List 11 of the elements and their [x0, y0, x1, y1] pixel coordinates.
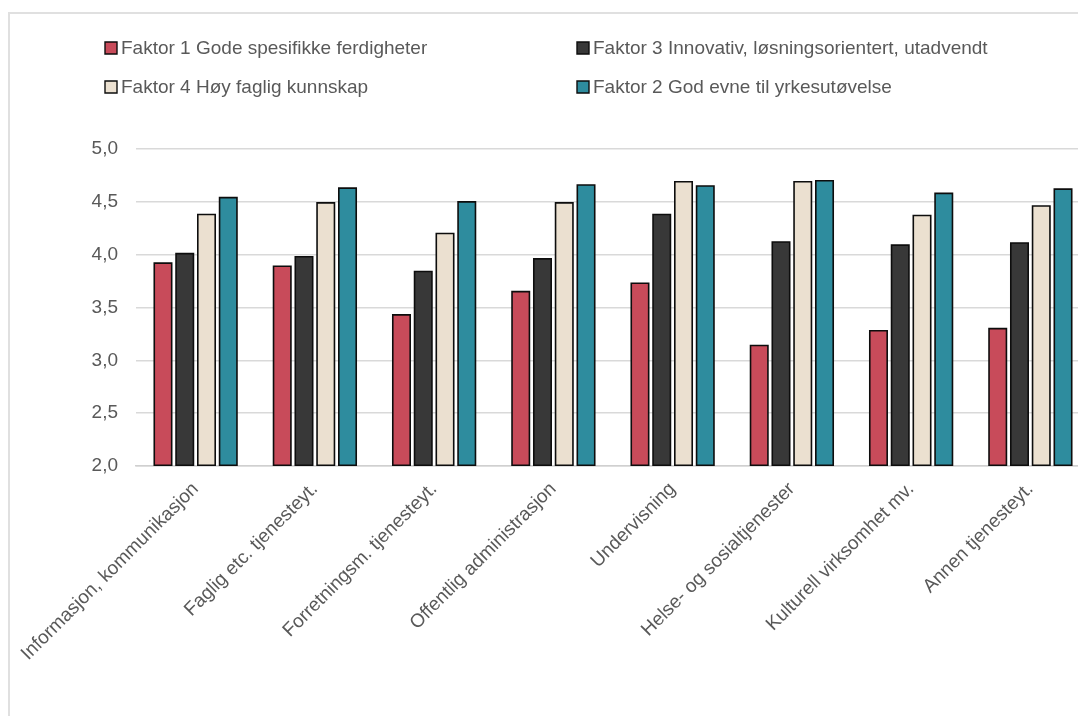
legend-label: Faktor 2 God evne til yrkesutøvelse [593, 76, 892, 98]
y-tick-label: 5,0 [91, 137, 118, 159]
legend-label: Faktor 1 Gode spesifikke ferdigheter [121, 37, 428, 59]
y-tick-label: 3,0 [91, 348, 118, 370]
y-tick-label: 4,0 [91, 242, 118, 264]
legend-label: Faktor 4 Høy faglig kunnskap [121, 76, 369, 98]
y-tick-label: 4,5 [91, 190, 118, 212]
y-tick-label: 2,0 [91, 454, 118, 476]
legend-label: Faktor 3 Innovativ, løsningsorientert, utadvendt [593, 37, 989, 59]
y-tick-label: 3,5 [91, 295, 118, 317]
y-tick-label: 2,5 [91, 401, 118, 423]
